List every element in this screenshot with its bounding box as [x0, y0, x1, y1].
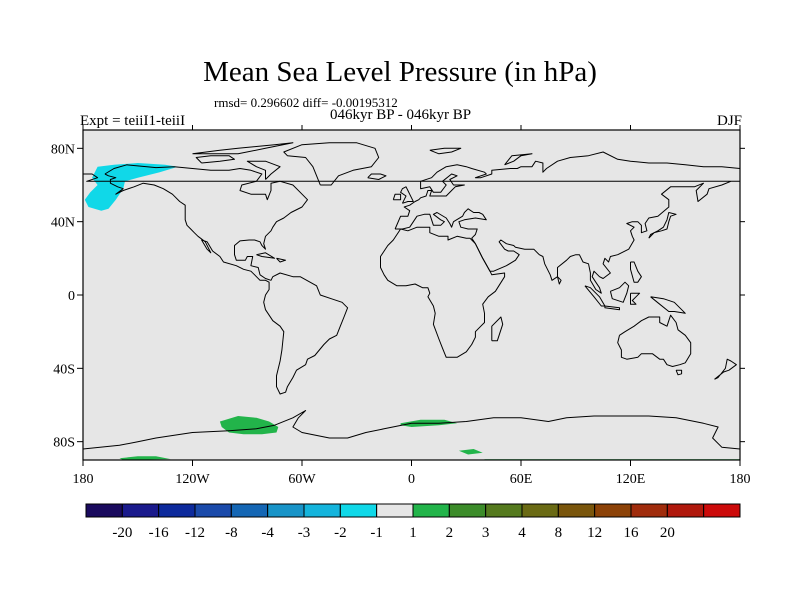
- colorbar-box: [85, 503, 123, 518]
- coastline-27: [557, 276, 562, 285]
- colorbar-box: [121, 503, 160, 518]
- coastline-26: [276, 257, 287, 263]
- coastline-12: [367, 173, 387, 180]
- colorbar-label: 1: [409, 525, 417, 541]
- colorbar-box: [194, 503, 232, 518]
- x-tick-label: 180: [730, 472, 751, 487]
- colorbar-label: 4: [518, 525, 526, 541]
- coastline-0: [104, 164, 349, 395]
- colorbar-label: 3: [482, 525, 490, 541]
- map-background: [83, 130, 740, 460]
- coastline-24: [192, 142, 294, 155]
- x-tick-label: 120E: [616, 472, 646, 487]
- colorbar-box: [376, 503, 414, 518]
- coastline-7: [617, 314, 692, 367]
- colorbar-label: 16: [624, 525, 640, 541]
- coastline-3: [394, 151, 740, 230]
- y-tick-label: 40N: [51, 216, 75, 231]
- colorbar-label: 20: [660, 525, 675, 541]
- coastline-20: [83, 410, 740, 450]
- coastline-5: [380, 226, 506, 358]
- coastline-22: [504, 153, 533, 166]
- colorbar-label: 2: [446, 525, 454, 541]
- coastline-9: [714, 358, 737, 380]
- colorbar-box: [485, 503, 523, 518]
- colorbar-box: [666, 503, 705, 518]
- colorbar-label: -20: [112, 525, 132, 541]
- colorbar-box: [412, 503, 450, 518]
- colorbar-box: [158, 503, 196, 518]
- coastline-17: [630, 292, 641, 305]
- colorbar-box: [703, 503, 741, 518]
- colorbar-label: -8: [225, 525, 238, 541]
- colorbar-label: -4: [261, 525, 274, 541]
- y-tick-label: 80N: [51, 142, 75, 157]
- colorbar-label: 12: [587, 525, 602, 541]
- colorbar-label: -16: [149, 525, 169, 541]
- colorbar-box: [448, 503, 487, 518]
- x-tick-label: 0: [408, 472, 415, 487]
- y-tick-label: 80S: [53, 436, 75, 451]
- coastline-8: [675, 369, 683, 376]
- x-tick-label: 60W: [288, 472, 316, 487]
- coastline-6: [491, 316, 504, 342]
- coastline-18: [650, 296, 686, 314]
- y-tick-label: 0: [68, 289, 75, 304]
- x-tick-label: 180: [73, 472, 94, 487]
- colorbar-box: [230, 503, 269, 518]
- coastline-21: [429, 147, 462, 155]
- chart-title: Mean Sea Level Pressure (in hPa): [203, 56, 597, 88]
- coastline-1: [283, 142, 380, 186]
- coastline-15: [604, 305, 620, 311]
- season-label: DJF: [716, 113, 742, 129]
- colorbar-box: [303, 503, 341, 518]
- colorbar-label: -12: [185, 525, 205, 541]
- y-tick-label: 40S: [53, 362, 75, 377]
- colorbar-box: [521, 503, 559, 518]
- colorbar-label: -2: [334, 525, 347, 541]
- colorbar-box: [594, 503, 632, 518]
- colorbar-label: 8: [555, 525, 563, 541]
- coastline-13: [648, 212, 677, 239]
- colorbar-box: [557, 503, 596, 518]
- coastline-4: [83, 173, 740, 294]
- experiment-label: Expt = teiiI1-teiiI: [80, 113, 186, 129]
- coastline-10: [400, 186, 414, 204]
- colorbar-box: [267, 503, 305, 518]
- coastline-16: [609, 281, 630, 303]
- anomaly-region-antarctic-indian-sector: [458, 449, 483, 455]
- anomaly-region-antarctic-pacific-sector: [219, 416, 279, 435]
- coastline-19: [630, 261, 642, 283]
- coastline-23: [195, 155, 235, 164]
- colorbar-box: [339, 503, 378, 518]
- stats-line: rmsd= 0.296602 diff= -0.00195312: [214, 95, 398, 110]
- x-tick-label: 60E: [510, 472, 533, 487]
- anomaly-region-south-pole-pacific-strip: [119, 456, 171, 460]
- anomaly-region-north-pacific-alaska: [84, 163, 178, 211]
- period-label: 046kyr BP - 046kyr BP: [330, 107, 472, 123]
- colorbar-label: -3: [298, 525, 311, 541]
- coastline-2: [246, 160, 281, 180]
- x-tick-label: 120W: [175, 472, 210, 487]
- coastline-11: [392, 193, 402, 201]
- colorbar-label: -1: [370, 525, 383, 541]
- coastline-25: [256, 252, 276, 259]
- colorbar-box: [630, 503, 668, 518]
